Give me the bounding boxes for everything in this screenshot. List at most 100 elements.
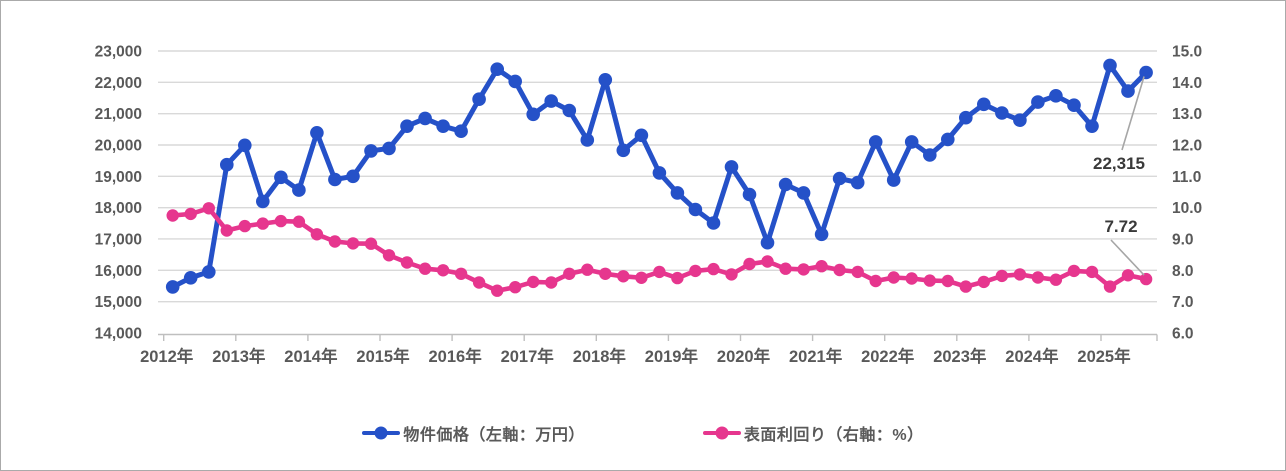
legend-label-price: 物件価格（左軸：万円） bbox=[403, 427, 585, 444]
price-series-marker bbox=[1139, 65, 1153, 80]
yield-series-legend-marker-icon bbox=[702, 426, 741, 440]
yield-series-marker bbox=[797, 263, 810, 276]
yield-series-marker bbox=[328, 235, 342, 248]
yield-series-marker bbox=[310, 228, 324, 241]
y-left-tick-label: 22,000 bbox=[95, 75, 142, 92]
yield-series-marker bbox=[1121, 269, 1135, 282]
yield-series-marker bbox=[454, 267, 468, 280]
yield-series-marker bbox=[959, 280, 972, 293]
y-left-tick-label: 14,000 bbox=[95, 325, 142, 342]
price-series-marker bbox=[977, 97, 991, 112]
yield-series-marker bbox=[545, 276, 558, 289]
legend-item-yield: 表面利回り（右軸：%） bbox=[702, 421, 924, 445]
x-tick-label: 2012年 bbox=[140, 346, 194, 366]
yield-series-marker bbox=[1139, 272, 1153, 286]
price-series-marker bbox=[616, 143, 631, 158]
y-left-tick-label: 16,000 bbox=[95, 263, 142, 280]
yield-series-marker bbox=[833, 263, 846, 277]
yield-series-marker bbox=[671, 271, 684, 285]
yield-series-marker bbox=[382, 249, 396, 262]
yield-series-marker bbox=[202, 202, 215, 215]
y-left-tick-label: 17,000 bbox=[95, 231, 142, 248]
yield-series-marker bbox=[941, 274, 954, 288]
price-series-marker bbox=[202, 265, 216, 279]
yield-series-marker bbox=[779, 262, 792, 275]
legend: 物件価格（左軸：万円） 表面利回り（右軸：%） bbox=[1, 421, 1285, 445]
x-tick-label: 2014年 bbox=[284, 346, 338, 366]
price-series-marker bbox=[255, 194, 270, 209]
price-series-marker bbox=[165, 280, 180, 294]
yield-series-marker bbox=[725, 268, 738, 281]
y-left-tick-label: 19,000 bbox=[95, 169, 142, 186]
yield-series-marker bbox=[887, 271, 900, 284]
y-right-tick-label: 15.0 bbox=[1172, 44, 1202, 61]
price-series-legend-marker-icon bbox=[362, 426, 401, 440]
price-series-marker bbox=[292, 183, 306, 197]
yield-series-marker bbox=[815, 260, 828, 273]
yield-series-marker bbox=[256, 217, 269, 230]
y-right-tick-label: 11.0 bbox=[1172, 169, 1201, 186]
y-right-tick-label: 14.0 bbox=[1172, 75, 1202, 92]
x-tick-label: 2019年 bbox=[645, 346, 699, 366]
y-left-tick-label: 23,000 bbox=[95, 44, 142, 61]
yield-series-marker bbox=[905, 272, 918, 285]
yield-series-marker bbox=[1013, 268, 1027, 281]
yield-series-marker bbox=[238, 219, 251, 233]
y-left-tick-label: 21,000 bbox=[95, 106, 142, 123]
yield-series-marker bbox=[436, 264, 450, 277]
price-series-marker bbox=[454, 124, 468, 138]
yield-series-marker bbox=[689, 264, 702, 278]
yield-series-marker bbox=[707, 262, 720, 276]
yield-series-marker bbox=[346, 237, 360, 250]
yield-series-marker bbox=[472, 276, 486, 289]
y-right-tick-label: 10.0 bbox=[1172, 200, 1202, 217]
yield-series-marker bbox=[923, 274, 936, 287]
yield-series-marker bbox=[599, 267, 612, 280]
price-series-marker bbox=[472, 92, 486, 106]
price-series-marker bbox=[580, 133, 595, 147]
x-tick-label: 2021年 bbox=[789, 346, 843, 366]
x-tick-label: 2013年 bbox=[212, 346, 266, 366]
x-tick-label: 2022年 bbox=[861, 346, 915, 366]
price-series-marker bbox=[346, 169, 360, 184]
y-right-tick-label: 6.0 bbox=[1172, 325, 1194, 342]
x-tick-label: 2025年 bbox=[1077, 346, 1131, 366]
y-right-tick-label: 9.0 bbox=[1172, 231, 1194, 248]
price-series-marker bbox=[183, 271, 198, 285]
y-right-tick-label: 8.0 bbox=[1172, 263, 1194, 280]
price-series-marker bbox=[598, 73, 613, 87]
price-series-marker bbox=[1013, 113, 1027, 127]
price-series-marker bbox=[328, 172, 342, 187]
price-series-marker bbox=[544, 94, 558, 108]
price-series-marker bbox=[850, 175, 865, 190]
price-series-marker bbox=[310, 126, 324, 140]
price-series-marker bbox=[796, 186, 811, 200]
yield-series-marker bbox=[400, 256, 414, 269]
price-annotation: 22,315 bbox=[1093, 154, 1145, 173]
yield-series-marker bbox=[1049, 273, 1063, 286]
y-left-tick-label: 18,000 bbox=[95, 200, 142, 217]
y-right-tick-label: 7.0 bbox=[1172, 294, 1194, 311]
yield-series-marker bbox=[743, 257, 756, 271]
yield-series-marker bbox=[184, 207, 197, 221]
price-series-marker bbox=[923, 148, 937, 162]
x-tick-label: 2023年 bbox=[933, 346, 987, 366]
x-tick-label: 2015年 bbox=[356, 346, 410, 366]
price-series-marker bbox=[760, 235, 775, 250]
yield-series-marker bbox=[220, 224, 233, 237]
yield-series-marker bbox=[527, 275, 540, 289]
price-series-marker bbox=[832, 171, 847, 186]
price-series-marker bbox=[724, 160, 739, 174]
x-tick-label: 2017年 bbox=[501, 346, 555, 366]
yield-series-marker bbox=[851, 265, 864, 279]
x-tick-label: 2016年 bbox=[428, 346, 482, 366]
price-series-marker bbox=[634, 128, 649, 143]
price-series-marker bbox=[670, 186, 685, 200]
price-series-marker bbox=[490, 62, 505, 76]
yield-series-marker bbox=[563, 267, 576, 280]
x-tick-label: 2020年 bbox=[717, 346, 771, 366]
yield-series-marker bbox=[635, 271, 648, 284]
price-series-marker bbox=[400, 119, 414, 133]
